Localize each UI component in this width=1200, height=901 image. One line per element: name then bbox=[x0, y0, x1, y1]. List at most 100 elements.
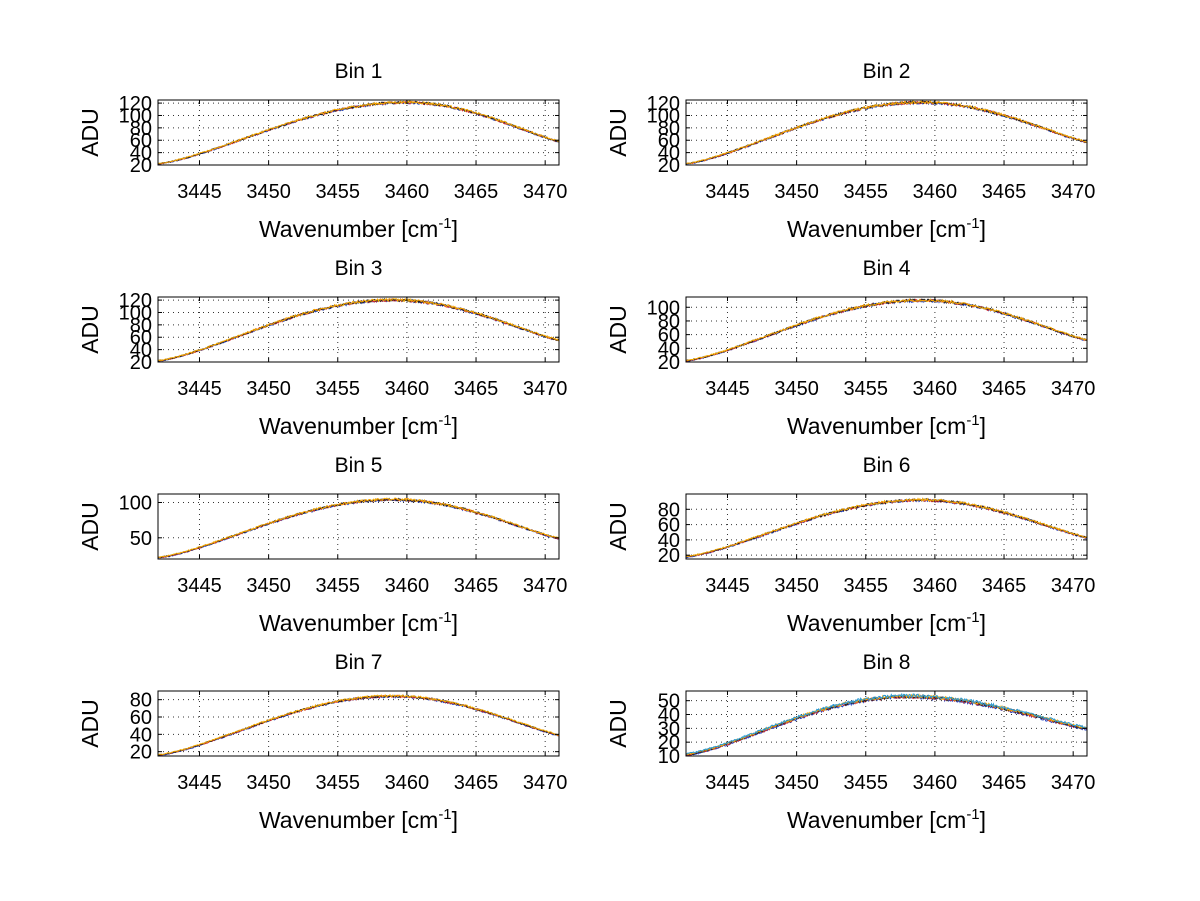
subplot-bin-3: Bin 3 3445 3450 3455 3460 3465 3470 20406080100… bbox=[77, 257, 567, 439]
spectrum-series-line bbox=[685, 100, 1088, 165]
x-tick-label: 3460 bbox=[385, 378, 430, 400]
axes-frame bbox=[157, 99, 560, 166]
x-axis-label: Wavenumber [cm-1] bbox=[259, 215, 458, 242]
y-axis-label: ADU bbox=[605, 305, 631, 354]
x-tick-label: 3450 bbox=[246, 378, 291, 400]
y-tick-label: 40 bbox=[658, 705, 680, 727]
spectrum-series-line bbox=[157, 297, 560, 362]
x-tick-label: 3450 bbox=[774, 181, 819, 203]
subplot-bin-2: Bin 2 3445 3450 3455 3460 3465 3470 20406080100… bbox=[605, 60, 1095, 242]
x-tick-label: 3450 bbox=[774, 772, 819, 794]
x-tick-label: 3455 bbox=[844, 772, 889, 794]
x-tick-label: 3470 bbox=[1051, 772, 1096, 794]
spectrum-series-line bbox=[685, 298, 1088, 362]
spectrum-series-line bbox=[157, 497, 560, 558]
y-tick-label: 40 bbox=[130, 724, 152, 746]
spectrum-series-line bbox=[157, 100, 560, 164]
x-tick-label: 3460 bbox=[385, 772, 430, 794]
y-tick-label: 120 bbox=[119, 93, 152, 115]
x-tick-label: 3455 bbox=[316, 575, 361, 597]
spectrum-series-line bbox=[157, 498, 560, 559]
subplot-title: Bin 6 bbox=[863, 454, 911, 477]
y-tick-label: 80 bbox=[130, 118, 152, 140]
spectrum-series-line bbox=[158, 694, 560, 756]
x-tick-label: 3455 bbox=[316, 378, 361, 400]
x-tick-label: 3445 bbox=[177, 575, 222, 597]
x-tick-label: 3460 bbox=[385, 575, 430, 597]
x-tick-label: 3460 bbox=[385, 181, 430, 203]
x-tick-label: 3450 bbox=[774, 575, 819, 597]
y-axis-label: ADU bbox=[77, 502, 103, 551]
y-tick-label: 20 bbox=[658, 155, 680, 177]
x-tick-label: 3455 bbox=[844, 378, 889, 400]
y-tick-label: 80 bbox=[658, 499, 680, 521]
x-tick-label: 3445 bbox=[705, 378, 750, 400]
y-axis-label: ADU bbox=[77, 699, 103, 748]
axes-frame bbox=[685, 493, 1088, 560]
x-tick-label: 3445 bbox=[705, 772, 750, 794]
x-tick-label: 3470 bbox=[1051, 181, 1096, 203]
spectrum-series-line bbox=[685, 298, 1088, 361]
x-axis-label: Wavenumber [cm-1] bbox=[787, 806, 986, 833]
x-tick-label: 3465 bbox=[982, 575, 1027, 597]
axes-frame bbox=[685, 99, 1088, 166]
spectrum-series-line bbox=[686, 497, 1088, 557]
y-tick-label: 100 bbox=[119, 302, 152, 324]
x-tick-label: 3465 bbox=[982, 181, 1027, 203]
y-tick-label: 100 bbox=[647, 105, 680, 127]
y-tick-label: 60 bbox=[130, 707, 152, 729]
axes-frame bbox=[157, 296, 560, 363]
y-tick-label: 40 bbox=[130, 340, 152, 362]
spectrum-series-line bbox=[157, 694, 560, 757]
spectrum-series-line bbox=[157, 298, 559, 362]
x-tick-label: 3460 bbox=[913, 575, 958, 597]
y-tick-label: 10 bbox=[658, 746, 680, 768]
subplot-bin-5: Bin 5 3445 3450 3455 3460 3465 3470 50 100 ADU Wav… bbox=[77, 454, 567, 636]
x-tick-label: 3470 bbox=[1051, 378, 1096, 400]
x-tick-label: 3460 bbox=[913, 378, 958, 400]
spectrum-series-line bbox=[685, 298, 1087, 362]
y-axis-label: ADU bbox=[605, 108, 631, 157]
x-tick-label: 3460 bbox=[913, 772, 958, 794]
spectrum-series-line bbox=[685, 100, 1088, 165]
spectrum-series-line bbox=[685, 497, 1088, 558]
x-axis-label: Wavenumber [cm-1] bbox=[259, 806, 458, 833]
y-tick-label: 40 bbox=[658, 338, 680, 360]
y-tick-label: 100 bbox=[647, 297, 680, 319]
x-tick-label: 3465 bbox=[454, 575, 499, 597]
x-tick-label: 3470 bbox=[523, 181, 568, 203]
y-tick-label: 60 bbox=[130, 130, 152, 152]
y-tick-label: 60 bbox=[658, 515, 680, 537]
x-tick-label: 3470 bbox=[1051, 575, 1096, 597]
spectrum-series-line bbox=[685, 692, 1088, 755]
spectrum-series-line bbox=[685, 695, 1088, 757]
x-tick-label: 3460 bbox=[913, 181, 958, 203]
y-tick-label: 100 bbox=[119, 105, 152, 127]
x-tick-label: 3470 bbox=[523, 772, 568, 794]
y-tick-label: 50 bbox=[130, 528, 152, 550]
x-tick-label: 3455 bbox=[844, 181, 889, 203]
x-tick-label: 3450 bbox=[246, 181, 291, 203]
axes-frame bbox=[685, 690, 1088, 757]
spectrum-series-line bbox=[157, 498, 560, 559]
x-axis-label: Wavenumber [cm-1] bbox=[787, 609, 986, 636]
spectrum-series-line bbox=[685, 694, 1088, 756]
y-tick-label: 20 bbox=[130, 352, 152, 374]
subplot-title: Bin 2 bbox=[863, 60, 911, 83]
y-tick-label: 120 bbox=[119, 290, 152, 312]
y-tick-label: 100 bbox=[119, 492, 152, 514]
spectrum-series-line bbox=[685, 298, 1088, 362]
spectrum-series-line bbox=[685, 100, 1088, 165]
spectrum-series-line bbox=[157, 100, 560, 165]
x-tick-label: 3465 bbox=[454, 181, 499, 203]
y-tick-label: 20 bbox=[130, 155, 152, 177]
x-tick-label: 3445 bbox=[705, 181, 750, 203]
y-tick-label: 80 bbox=[130, 690, 152, 712]
x-tick-label: 3465 bbox=[982, 772, 1027, 794]
subplot-title: Bin 3 bbox=[335, 257, 383, 280]
y-axis-label: ADU bbox=[77, 108, 103, 157]
y-tick-label: 60 bbox=[658, 130, 680, 152]
x-tick-label: 3450 bbox=[774, 378, 819, 400]
